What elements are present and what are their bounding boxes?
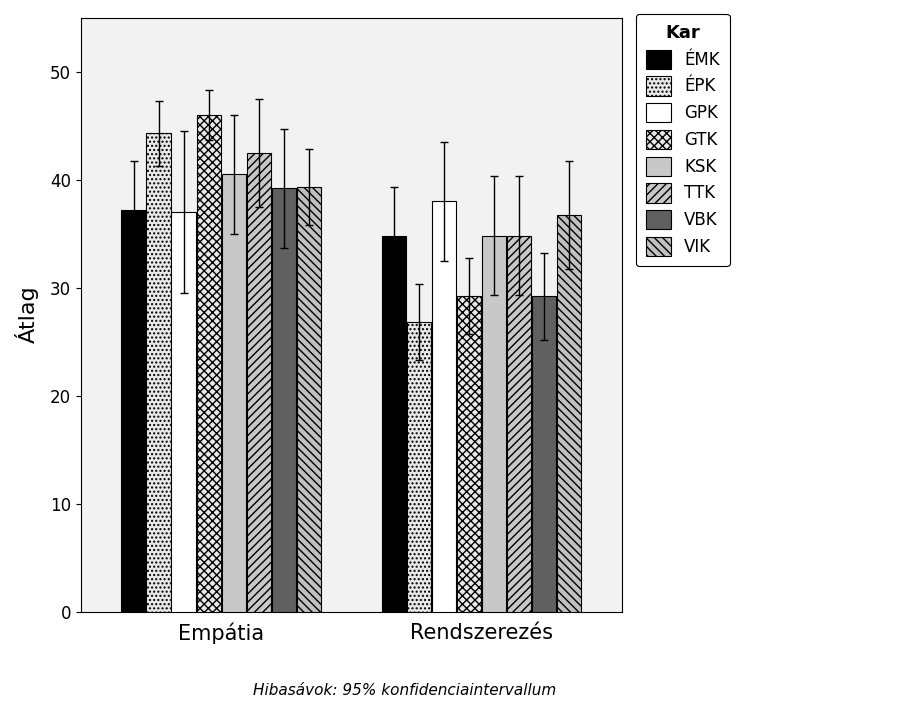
Bar [457, 296, 481, 612]
Legend: ÉMK, ÉPK, GPK, GTK, KSK, TTK, VBK, VIK: ÉMK, ÉPK, GPK, GTK, KSK, TTK, VBK, VIK [636, 14, 730, 266]
Bar [507, 236, 531, 612]
Bar [382, 236, 406, 612]
Bar [172, 212, 196, 612]
Bar [271, 189, 296, 612]
Bar [147, 133, 171, 612]
Bar [532, 296, 556, 612]
Bar [297, 187, 321, 612]
Bar [432, 201, 457, 612]
Bar [407, 322, 432, 612]
Text: Hibasávok: 95% konfidenciaintervallum: Hibasávok: 95% konfidenciaintervallum [253, 683, 556, 698]
Bar [246, 152, 271, 612]
Bar [197, 115, 221, 612]
Y-axis label: Átlag: Átlag [15, 286, 39, 343]
Bar [557, 216, 582, 612]
Bar [482, 236, 506, 612]
Bar [121, 210, 146, 612]
Bar [221, 174, 245, 612]
